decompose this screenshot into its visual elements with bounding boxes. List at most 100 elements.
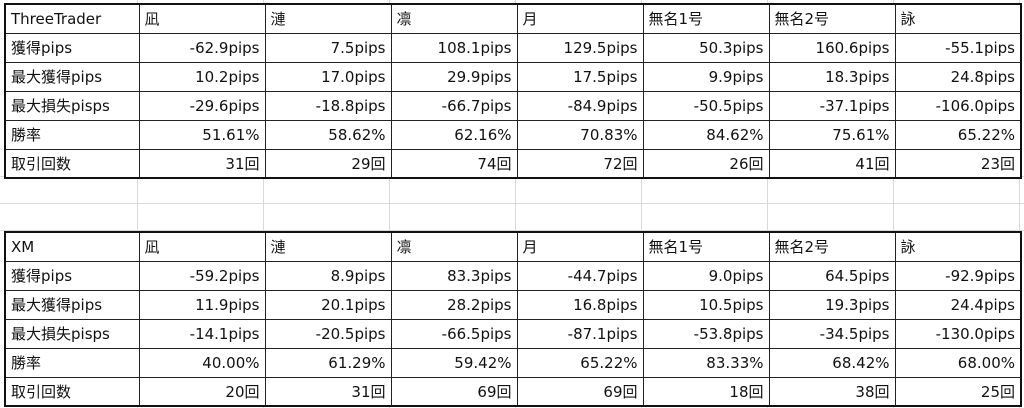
- value-cell[interactable]: 129.5pips: [516, 32, 644, 63]
- column-header[interactable]: 無名2号: [768, 231, 896, 262]
- value-cell[interactable]: 75.61%: [768, 119, 896, 150]
- value-cell[interactable]: 58.62%: [264, 119, 392, 150]
- value-cell[interactable]: 18回: [642, 376, 770, 407]
- value-cell[interactable]: 9.0pips: [642, 260, 770, 291]
- value-cell[interactable]: 19.3pips: [768, 289, 896, 320]
- value-cell[interactable]: 10.5pips: [642, 289, 770, 320]
- value-cell[interactable]: 40.00%: [138, 347, 266, 378]
- value-cell[interactable]: 83.33%: [642, 347, 770, 378]
- value-cell[interactable]: -55.1pips: [894, 32, 1022, 63]
- row-label[interactable]: 最大獲得pips: [4, 289, 140, 320]
- value-cell[interactable]: -59.2pips: [138, 260, 266, 291]
- value-cell[interactable]: -106.0pips: [894, 90, 1022, 121]
- column-header[interactable]: 月: [516, 3, 644, 34]
- value-cell[interactable]: 69回: [516, 376, 644, 407]
- value-cell[interactable]: 65.22%: [516, 347, 644, 378]
- column-header[interactable]: 詠: [894, 231, 1022, 262]
- column-header[interactable]: 漣: [264, 231, 392, 262]
- value-cell[interactable]: 70.83%: [516, 119, 644, 150]
- value-cell[interactable]: 72回: [516, 148, 644, 179]
- value-cell[interactable]: -92.9pips: [894, 260, 1022, 291]
- value-cell[interactable]: 28.2pips: [390, 289, 518, 320]
- column-header[interactable]: 無名1号: [642, 3, 770, 34]
- column-header[interactable]: 凪: [138, 231, 266, 262]
- value-cell[interactable]: -50.5pips: [642, 90, 770, 121]
- value-cell[interactable]: 51.61%: [138, 119, 266, 150]
- value-cell[interactable]: -34.5pips: [768, 318, 896, 349]
- value-cell[interactable]: 31回: [138, 148, 266, 179]
- value-cell[interactable]: 41回: [768, 148, 896, 179]
- column-header[interactable]: 月: [516, 231, 644, 262]
- value-cell[interactable]: 24.4pips: [894, 289, 1022, 320]
- value-cell[interactable]: -44.7pips: [516, 260, 644, 291]
- value-cell[interactable]: -87.1pips: [516, 318, 644, 349]
- value-cell[interactable]: -84.9pips: [516, 90, 644, 121]
- value-cell[interactable]: 20.1pips: [264, 289, 392, 320]
- row-label[interactable]: 取引回数: [4, 376, 140, 407]
- row-label[interactable]: 勝率: [4, 347, 140, 378]
- row-label[interactable]: 勝率: [4, 119, 140, 150]
- column-header[interactable]: 凛: [390, 231, 518, 262]
- row-label[interactable]: 獲得pips: [4, 32, 140, 63]
- value-cell[interactable]: 108.1pips: [390, 32, 518, 63]
- value-cell[interactable]: -20.5pips: [264, 318, 392, 349]
- column-header[interactable]: 凛: [390, 3, 518, 34]
- table-row: 勝率 51.61% 58.62% 62.16% 70.83% 84.62% 75…: [4, 119, 1022, 150]
- value-cell[interactable]: 17.5pips: [516, 61, 644, 92]
- value-cell[interactable]: 84.62%: [642, 119, 770, 150]
- value-cell[interactable]: 31回: [264, 376, 392, 407]
- value-cell[interactable]: 9.9pips: [642, 61, 770, 92]
- value-cell[interactable]: 38回: [768, 376, 896, 407]
- column-header[interactable]: 無名2号: [768, 3, 896, 34]
- table-row: 獲得pips -62.9pips 7.5pips 108.1pips 129.5…: [4, 32, 1022, 63]
- value-cell[interactable]: -14.1pips: [138, 318, 266, 349]
- value-cell[interactable]: 8.9pips: [264, 260, 392, 291]
- value-cell[interactable]: 64.5pips: [768, 260, 896, 291]
- value-cell[interactable]: -66.5pips: [390, 318, 518, 349]
- value-cell[interactable]: -29.6pips: [138, 90, 266, 121]
- column-header[interactable]: 凪: [138, 3, 266, 34]
- value-cell[interactable]: 61.29%: [264, 347, 392, 378]
- value-cell[interactable]: -62.9pips: [138, 32, 266, 63]
- value-cell[interactable]: 83.3pips: [390, 260, 518, 291]
- value-cell[interactable]: 74回: [390, 148, 518, 179]
- value-cell[interactable]: 50.3pips: [642, 32, 770, 63]
- row-label[interactable]: 最大損失pisps: [4, 318, 140, 349]
- value-cell[interactable]: 17.0pips: [264, 61, 392, 92]
- value-cell[interactable]: 25回: [894, 376, 1022, 407]
- value-cell[interactable]: 7.5pips: [264, 32, 392, 63]
- value-cell[interactable]: 62.16%: [390, 119, 518, 150]
- value-cell[interactable]: 68.00%: [894, 347, 1022, 378]
- value-cell[interactable]: -130.0pips: [894, 318, 1022, 349]
- row-label[interactable]: 最大獲得pips: [4, 61, 140, 92]
- column-header[interactable]: 無名1号: [642, 231, 770, 262]
- value-cell[interactable]: -66.7pips: [390, 90, 518, 121]
- row-label[interactable]: 最大損失pisps: [4, 90, 140, 121]
- value-cell[interactable]: -53.8pips: [642, 318, 770, 349]
- value-cell[interactable]: 16.8pips: [516, 289, 644, 320]
- value-cell[interactable]: 65.22%: [894, 119, 1022, 150]
- value-cell[interactable]: 160.6pips: [768, 32, 896, 63]
- value-cell[interactable]: -18.8pips: [264, 90, 392, 121]
- value-cell[interactable]: 29.9pips: [390, 61, 518, 92]
- table-header-row: XM 凪 漣 凛 月 無名1号 無名2号 詠: [4, 231, 1022, 262]
- value-cell[interactable]: 20回: [138, 376, 266, 407]
- value-cell[interactable]: 24.8pips: [894, 61, 1022, 92]
- value-cell[interactable]: -37.1pips: [768, 90, 896, 121]
- column-header[interactable]: 詠: [894, 3, 1022, 34]
- row-label[interactable]: 取引回数: [4, 148, 140, 179]
- value-cell[interactable]: 11.9pips: [138, 289, 266, 320]
- value-cell[interactable]: 59.42%: [390, 347, 518, 378]
- value-cell[interactable]: 26回: [642, 148, 770, 179]
- broker-name-cell[interactable]: XM: [4, 231, 140, 262]
- table-row: 最大獲得pips 10.2pips 17.0pips 29.9pips 17.5…: [4, 61, 1022, 92]
- value-cell[interactable]: 23回: [894, 148, 1022, 179]
- value-cell[interactable]: 69回: [390, 376, 518, 407]
- column-header[interactable]: 漣: [264, 3, 392, 34]
- row-label[interactable]: 獲得pips: [4, 260, 140, 291]
- value-cell[interactable]: 18.3pips: [768, 61, 896, 92]
- broker-name-cell[interactable]: ThreeTrader: [4, 3, 140, 34]
- value-cell[interactable]: 29回: [264, 148, 392, 179]
- value-cell[interactable]: 68.42%: [768, 347, 896, 378]
- value-cell[interactable]: 10.2pips: [138, 61, 266, 92]
